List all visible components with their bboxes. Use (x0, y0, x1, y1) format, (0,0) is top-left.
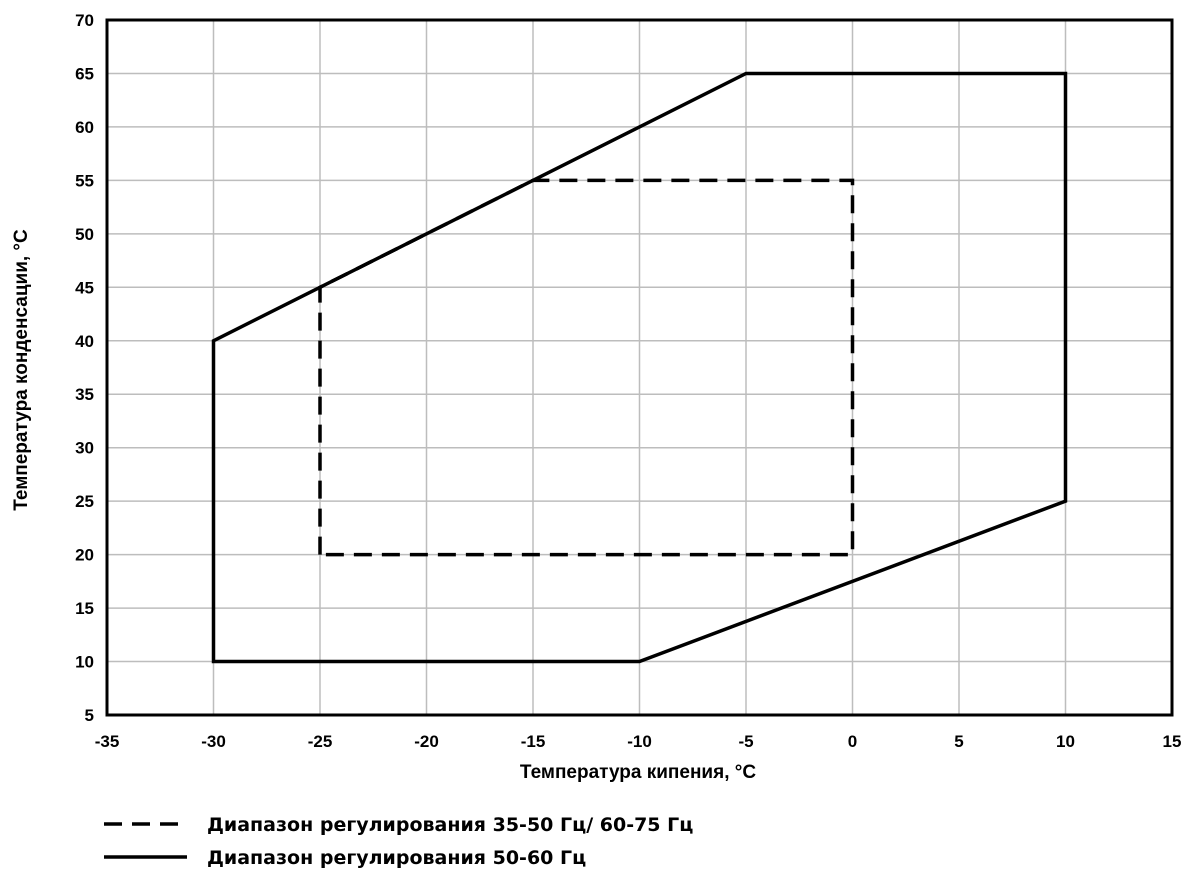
x-tick-label: 10 (1056, 732, 1075, 751)
y-tick-label: 15 (75, 599, 94, 618)
y-tick-label: 30 (75, 439, 94, 458)
y-tick-label: 50 (75, 225, 94, 244)
legend-label-dashed: Диапазон регулирования 35-50 Гц/ 60-75 Г… (207, 814, 693, 836)
y-tick-labels: 5 10 15 20 25 30 35 40 45 50 55 60 65 70 (75, 11, 94, 725)
y-tick-label: 10 (75, 653, 94, 672)
x-tick-label: 15 (1163, 732, 1182, 751)
y-tick-label: 70 (75, 11, 94, 30)
x-axis-title: Температура кипения, °C (520, 762, 756, 783)
x-tick-label: -15 (521, 732, 546, 751)
x-tick-label: -25 (308, 732, 333, 751)
y-tick-label: 55 (75, 171, 94, 190)
series-dashed-envelope (320, 180, 853, 554)
y-tick-label: 40 (75, 332, 94, 351)
x-tick-label: -10 (627, 732, 652, 751)
grid (107, 20, 1172, 715)
legend-label-solid: Диапазон регулирования 50-60 Гц (207, 847, 586, 869)
y-tick-label: 65 (75, 64, 94, 83)
y-tick-label: 35 (75, 385, 94, 404)
x-tick-label: -35 (95, 732, 120, 751)
y-axis-title: Температура конденсации, °C (11, 229, 32, 511)
y-tick-label: 60 (75, 118, 94, 137)
y-tick-label: 25 (75, 492, 94, 511)
x-tick-label: 5 (954, 732, 963, 751)
x-tick-label: -5 (738, 732, 753, 751)
x-tick-label: 0 (848, 732, 857, 751)
y-tick-label: 5 (85, 706, 94, 725)
legend-item-solid: Диапазон регулирования 50-60 Гц (104, 847, 586, 869)
y-tick-label: 45 (75, 278, 94, 297)
x-tick-label: -20 (414, 732, 439, 751)
x-tick-label: -30 (201, 732, 226, 751)
y-tick-label: 20 (75, 546, 94, 565)
legend: Диапазон регулирования 35-50 Гц/ 60-75 Г… (104, 814, 693, 869)
x-tick-labels: -35 -30 -25 -20 -15 -10 -5 0 5 10 15 (95, 732, 1182, 751)
legend-item-dashed: Диапазон регулирования 35-50 Гц/ 60-75 Г… (104, 814, 693, 836)
